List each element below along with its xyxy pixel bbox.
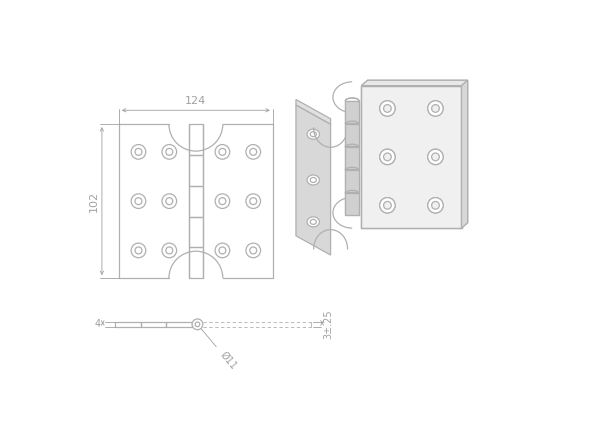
Circle shape — [380, 198, 395, 213]
Circle shape — [428, 198, 443, 213]
Circle shape — [215, 194, 230, 209]
Bar — [345, 147, 359, 169]
Bar — [189, 124, 203, 155]
Circle shape — [383, 153, 391, 161]
Ellipse shape — [310, 132, 316, 137]
Circle shape — [250, 198, 257, 204]
Circle shape — [195, 322, 200, 327]
Circle shape — [162, 243, 176, 258]
Bar — [345, 124, 359, 146]
Bar — [140, 322, 166, 327]
Bar — [189, 186, 203, 217]
Circle shape — [135, 148, 142, 155]
Circle shape — [219, 198, 226, 204]
Circle shape — [431, 153, 439, 161]
Circle shape — [246, 194, 260, 209]
Circle shape — [383, 105, 391, 112]
Polygon shape — [296, 105, 331, 255]
Bar — [345, 147, 359, 169]
Circle shape — [383, 201, 391, 209]
Text: 4: 4 — [94, 319, 100, 329]
Polygon shape — [461, 80, 467, 228]
Bar — [345, 193, 359, 215]
Circle shape — [380, 149, 395, 164]
Circle shape — [428, 101, 443, 116]
Circle shape — [380, 101, 395, 116]
Bar — [345, 101, 359, 123]
Text: 102: 102 — [89, 190, 99, 212]
Ellipse shape — [310, 178, 316, 182]
Circle shape — [431, 153, 439, 161]
Ellipse shape — [307, 175, 319, 185]
Text: 3±.25: 3±.25 — [323, 309, 334, 339]
Bar — [361, 86, 461, 228]
Ellipse shape — [307, 217, 319, 227]
Circle shape — [431, 105, 439, 112]
Circle shape — [431, 201, 439, 209]
Circle shape — [166, 198, 173, 204]
Circle shape — [250, 247, 257, 254]
Circle shape — [135, 198, 142, 204]
Text: Ø11: Ø11 — [218, 350, 238, 371]
Circle shape — [219, 148, 226, 155]
Circle shape — [383, 105, 391, 112]
Circle shape — [431, 105, 439, 112]
Bar — [345, 124, 359, 146]
Circle shape — [166, 247, 173, 254]
Ellipse shape — [307, 129, 319, 139]
Text: 124: 124 — [185, 96, 206, 106]
Circle shape — [246, 243, 260, 258]
Bar — [345, 170, 359, 192]
Bar — [166, 322, 192, 327]
Bar — [361, 86, 461, 228]
Polygon shape — [361, 80, 467, 86]
Bar — [345, 170, 359, 192]
Circle shape — [383, 201, 391, 209]
Bar — [361, 86, 461, 228]
Ellipse shape — [310, 219, 316, 224]
Circle shape — [428, 198, 443, 213]
Circle shape — [380, 101, 395, 116]
Circle shape — [215, 243, 230, 258]
Circle shape — [162, 194, 176, 209]
Bar — [189, 217, 203, 247]
Bar — [115, 322, 140, 327]
Circle shape — [380, 149, 395, 164]
Circle shape — [219, 247, 226, 254]
Circle shape — [250, 148, 257, 155]
Polygon shape — [361, 80, 467, 86]
Bar — [189, 155, 203, 186]
Circle shape — [131, 194, 146, 209]
Polygon shape — [296, 99, 331, 124]
Circle shape — [428, 149, 443, 164]
Circle shape — [428, 101, 443, 116]
Circle shape — [131, 243, 146, 258]
Circle shape — [135, 247, 142, 254]
Circle shape — [428, 149, 443, 164]
Circle shape — [380, 198, 395, 213]
Circle shape — [246, 144, 260, 159]
Circle shape — [162, 144, 176, 159]
Circle shape — [215, 144, 230, 159]
Circle shape — [431, 201, 439, 209]
Circle shape — [192, 319, 203, 330]
Circle shape — [166, 148, 173, 155]
Circle shape — [383, 153, 391, 161]
Bar — [345, 101, 359, 123]
Polygon shape — [461, 80, 467, 228]
Bar — [345, 193, 359, 215]
Circle shape — [131, 144, 146, 159]
Bar — [189, 247, 203, 278]
